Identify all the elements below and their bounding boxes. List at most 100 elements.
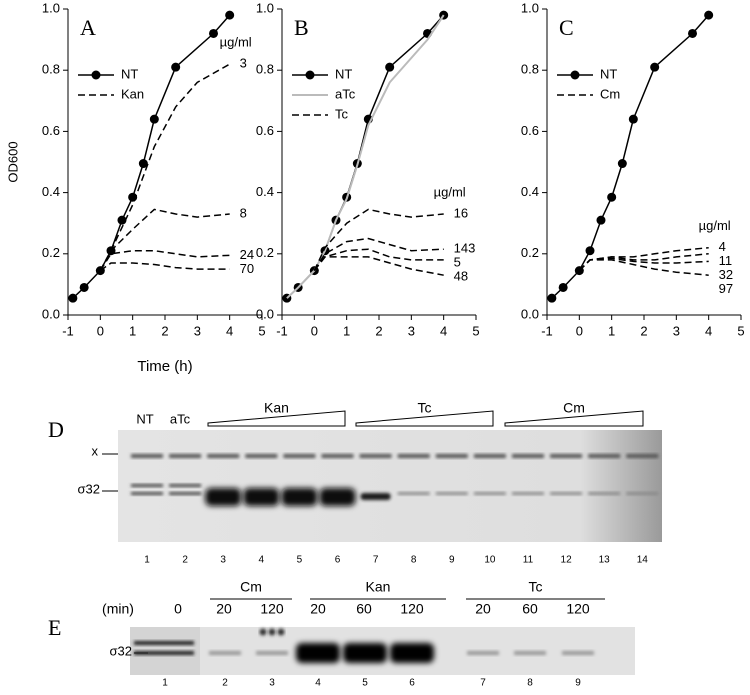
y-tick-label: 0.4 (256, 184, 274, 199)
group-label: Tc (529, 579, 543, 595)
band (588, 454, 621, 458)
data-point (68, 293, 78, 303)
band (343, 643, 387, 663)
x-tick-label: 1 (608, 323, 615, 338)
data-point (617, 159, 627, 169)
dose-label: 8 (240, 205, 247, 220)
x-tick-label: 1 (343, 323, 350, 338)
band (435, 492, 468, 495)
band (562, 651, 594, 655)
y-tick-label: 0.4 (42, 184, 60, 199)
lane-number: 8 (411, 555, 417, 566)
legend-label: Kan (121, 86, 144, 101)
lane-number: 9 (449, 555, 455, 566)
legend-label: NT (335, 66, 352, 81)
lane-number: 7 (480, 678, 486, 689)
panel-label: B (294, 15, 309, 40)
lane-number: 5 (362, 678, 368, 689)
x-tick-label: 0 (576, 323, 583, 338)
y-tick-label: 1.0 (256, 0, 274, 15)
data-point (149, 114, 159, 124)
band (397, 454, 430, 458)
band (256, 651, 288, 655)
y-tick-label: 0.4 (521, 184, 539, 199)
spot (277, 628, 285, 636)
panel-label: E (48, 615, 61, 640)
band (514, 651, 546, 655)
band (131, 484, 163, 487)
band (205, 488, 242, 506)
x-tick-label: 0 (97, 323, 104, 338)
time-label: 60 (356, 601, 372, 617)
legend-label: NT (600, 66, 617, 81)
lane-label: NT (136, 411, 153, 426)
band-label: σ32 (78, 481, 100, 496)
time-label: 20 (216, 601, 232, 617)
dose-label: 11 (719, 253, 733, 268)
band (359, 454, 392, 458)
y-tick-label: 0.8 (521, 62, 539, 77)
data-line (99, 208, 230, 271)
dose-label: 4 (719, 239, 726, 254)
treatment-label: Cm (563, 400, 585, 416)
band (626, 492, 659, 495)
spot (259, 628, 267, 636)
dose-label: 48 (454, 269, 468, 284)
band (512, 492, 544, 495)
band (390, 643, 434, 663)
data-line (313, 256, 444, 276)
lane-number: 8 (527, 678, 533, 689)
dose-unit: µg/ml (434, 184, 466, 199)
data-point (585, 246, 595, 256)
legend-label: aTc (335, 86, 356, 101)
data-point (704, 10, 714, 20)
lane-number: 9 (575, 678, 581, 689)
data-point (117, 215, 127, 225)
band (626, 454, 659, 458)
panel-label: A (80, 15, 96, 40)
lane-number: 11 (523, 555, 534, 566)
dose-label: 70 (240, 261, 254, 276)
dose-label: 97 (719, 281, 733, 296)
lane-number: 2 (182, 555, 188, 566)
data-point (547, 293, 557, 303)
band (467, 651, 499, 655)
treatment-label: Kan (264, 400, 289, 416)
y-tick-label: 1.0 (42, 0, 60, 15)
data-point (385, 62, 395, 72)
lane-number: 12 (561, 555, 573, 566)
lane-label: aTc (170, 411, 191, 426)
data-line (99, 249, 230, 272)
band (296, 643, 340, 663)
dose-unit: µg/ml (220, 35, 252, 50)
band (134, 651, 194, 655)
band (209, 651, 241, 655)
x-tick-label: 2 (375, 323, 382, 338)
band-label: x (92, 443, 99, 458)
x-tick-label: -1 (541, 323, 553, 338)
band (435, 454, 468, 458)
time-label: 60 (522, 601, 538, 617)
data-point (650, 62, 660, 72)
band (319, 488, 356, 506)
time-label: 120 (260, 601, 284, 617)
y-tick-label: 0.6 (42, 123, 60, 138)
lane-number: 10 (484, 555, 496, 566)
y-tick-label: 1.0 (521, 0, 539, 15)
band (131, 454, 163, 458)
band (473, 492, 506, 495)
data-point (138, 159, 148, 169)
data-line (286, 14, 445, 299)
lane-number: 6 (409, 678, 415, 689)
lane-number: 5 (297, 555, 303, 566)
x-tick-label: -1 (62, 323, 74, 338)
data-point (79, 282, 89, 292)
treatment-label: Tc (418, 400, 432, 416)
x-tick-label: 4 (226, 323, 233, 338)
lane-number: 1 (162, 678, 168, 689)
x-axis-title: Time (h) (137, 358, 192, 375)
lane-number: 1 (144, 555, 150, 566)
x-tick-label: 5 (737, 323, 744, 338)
y-tick-label: 0.2 (521, 245, 539, 260)
